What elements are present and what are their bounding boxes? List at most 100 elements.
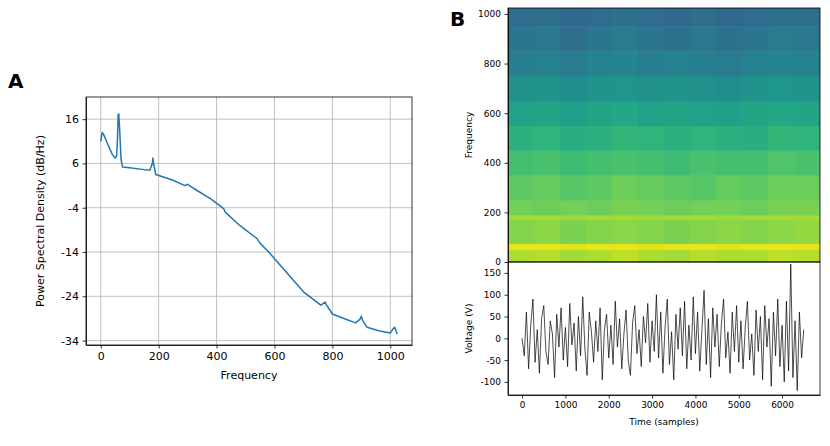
heatmap-cell (560, 76, 587, 101)
tick-label: -100 (481, 377, 502, 387)
heatmap-cell (638, 76, 665, 101)
tick-label: -4 (68, 202, 79, 215)
tick: 800 (322, 345, 343, 363)
tick-label: 6000 (771, 400, 794, 410)
tick-label: 0 (520, 400, 526, 410)
tick-label: 0 (495, 334, 501, 344)
axis: 0 200 400 600 800 1000 (478, 9, 508, 268)
tick-label: 150 (484, 268, 501, 278)
heatmap-cell (716, 76, 743, 101)
heatmap-cell (638, 150, 665, 175)
heatmap-cell (716, 150, 743, 175)
tick-label: 1000 (478, 9, 501, 19)
heatmap-cell (768, 8, 795, 27)
grid-line (86, 340, 412, 341)
heatmap-cell (612, 150, 639, 175)
heatmap-cell (742, 150, 769, 175)
tick-label: 1000 (377, 350, 405, 363)
heatmap-cell (560, 8, 587, 27)
heatmap-cell (508, 215, 535, 220)
heatmap-cell (508, 51, 535, 76)
heatmap-cell (794, 51, 820, 76)
tick-label: 200 (149, 350, 170, 363)
tick-mark (83, 252, 87, 253)
heatmap-cell (560, 175, 587, 200)
plot-frame (86, 97, 412, 345)
heatmap-cell (716, 200, 743, 215)
tick-mark (609, 395, 610, 399)
axis: -100-50050100150 (481, 263, 509, 396)
heatmap-cell (690, 200, 717, 215)
heatmap-cell (690, 220, 717, 244)
tick-label: 600 (484, 109, 501, 119)
y-axis-title: Frequency (464, 111, 474, 158)
tick-mark (505, 338, 509, 339)
tick-label: 800 (322, 350, 343, 363)
heatmap-cell (664, 150, 691, 175)
heatmap-cell (794, 26, 820, 51)
plot-area (101, 114, 397, 334)
heatmap-cell (664, 220, 691, 244)
heatmap-cell (690, 126, 717, 151)
heatmap-cell (664, 8, 691, 27)
plot-area (522, 264, 804, 390)
heatmap-cell (742, 250, 769, 262)
heatmap-cell (534, 8, 561, 27)
grid-line (216, 97, 217, 345)
heatmap-cell (612, 76, 639, 101)
heatmap-cell (534, 175, 561, 200)
heatmap-cell (586, 101, 613, 126)
tick-mark (505, 360, 509, 361)
heatmap-cell (534, 250, 561, 262)
heatmap-cell (586, 220, 613, 244)
tick-label: 2000 (598, 400, 621, 410)
tick-label: 400 (484, 158, 501, 168)
heatmap-cell (768, 243, 795, 250)
tick-mark (505, 212, 509, 213)
tick: 400 (207, 345, 228, 363)
tick-mark (83, 296, 87, 297)
heatmap-cell (716, 215, 743, 220)
heatmap-cell (534, 220, 561, 244)
heatmap-cell (664, 76, 691, 101)
heatmap-cell (664, 175, 691, 200)
heatmap-cell (664, 243, 691, 250)
heatmap-cell (508, 76, 535, 101)
heatmap-cell (586, 8, 613, 27)
heatmap-cell (742, 26, 769, 51)
tick-label: 200 (484, 208, 501, 218)
axis: 02004006008001000 (87, 345, 413, 363)
heatmap (508, 8, 820, 262)
tick: 100 (484, 290, 508, 300)
tick-mark (83, 119, 87, 120)
heatmap-cell (768, 26, 795, 51)
axis-line (508, 9, 509, 263)
tick-mark (565, 395, 566, 399)
heatmap-cell (768, 76, 795, 101)
heatmap-cell (612, 126, 639, 151)
heatmap-cell (768, 175, 795, 200)
axis-line (87, 345, 413, 346)
heatmap-cell (794, 8, 820, 27)
tick-mark (652, 395, 653, 399)
tick: 0 (495, 257, 508, 267)
tick: 800 (484, 59, 508, 69)
grid-line (390, 97, 391, 345)
tick-mark (217, 345, 218, 349)
heatmap-cell (638, 250, 665, 262)
heatmap-cell (560, 200, 587, 215)
heatmap-cell (560, 215, 587, 220)
heatmap-cell (768, 126, 795, 151)
tick: -4 (68, 202, 86, 215)
heatmap-cell (768, 200, 795, 215)
heatmap-cell (534, 215, 561, 220)
heatmap-cell (690, 243, 717, 250)
heatmap-cell (664, 250, 691, 262)
heatmap-cell (690, 250, 717, 262)
axis-line (509, 395, 821, 396)
heatmap-cell (742, 101, 769, 126)
tick-mark (505, 64, 509, 65)
heatmap-cell (534, 200, 561, 215)
heatmap-cell (690, 215, 717, 220)
heatmap-cell (586, 243, 613, 250)
